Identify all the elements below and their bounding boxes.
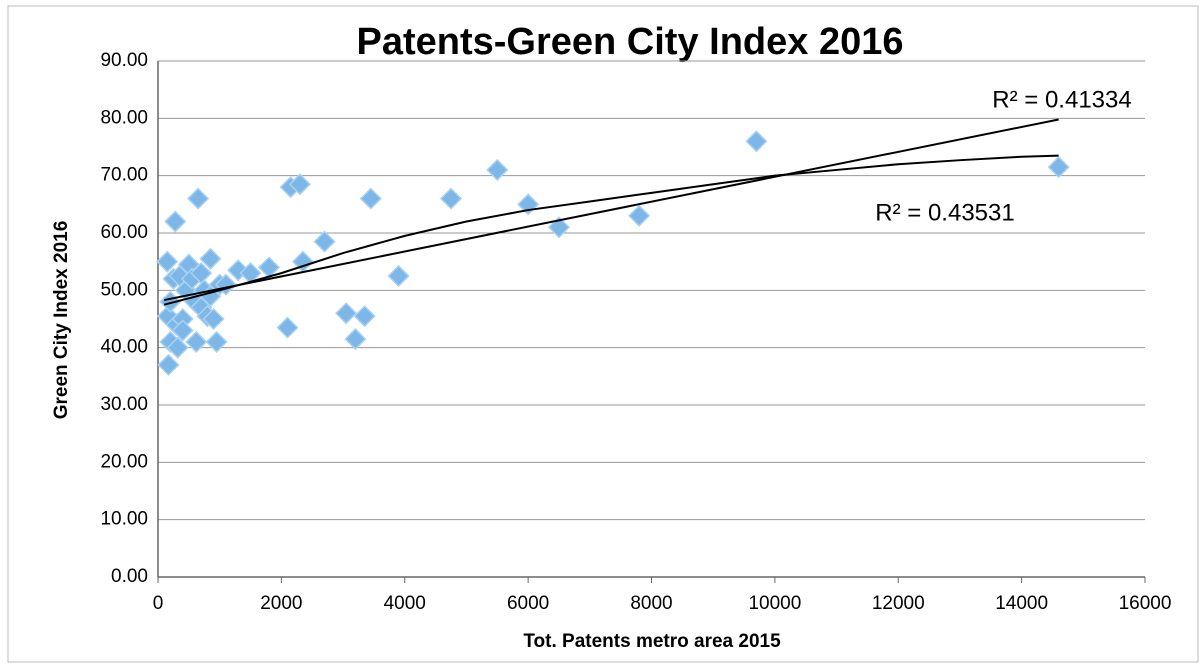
point bbox=[187, 187, 210, 210]
point bbox=[628, 204, 651, 227]
y-tick-label: 80.00 bbox=[100, 107, 148, 128]
x-tick-label: 16000 bbox=[1119, 593, 1172, 614]
trendline bbox=[163, 154, 1059, 306]
point bbox=[288, 173, 311, 196]
point bbox=[157, 353, 180, 376]
y-tick-label: 20.00 bbox=[100, 451, 148, 472]
point bbox=[166, 336, 189, 359]
point bbox=[387, 264, 410, 288]
x-tick-label: 12000 bbox=[872, 593, 925, 614]
x-tick-label: 0 bbox=[153, 593, 164, 614]
y-tick-label: 60.00 bbox=[100, 222, 148, 243]
point bbox=[313, 230, 336, 253]
x-tick-label: 8000 bbox=[630, 593, 672, 614]
point bbox=[199, 247, 222, 270]
point bbox=[486, 158, 509, 181]
point bbox=[745, 130, 768, 153]
point bbox=[202, 307, 225, 331]
y-tick-label: 10.00 bbox=[100, 509, 148, 530]
point bbox=[227, 259, 250, 282]
y-tick-label: 70.00 bbox=[100, 165, 148, 186]
y-tick-label: 0.00 bbox=[111, 566, 148, 587]
point bbox=[156, 250, 179, 273]
x-tick-label: 10000 bbox=[748, 593, 801, 614]
point bbox=[439, 187, 463, 210]
point bbox=[164, 210, 187, 233]
point bbox=[205, 330, 228, 353]
point bbox=[171, 319, 194, 342]
x-tick-label: 2000 bbox=[260, 593, 302, 614]
point bbox=[344, 328, 367, 351]
chart-frame bbox=[7, 5, 1199, 663]
point bbox=[214, 273, 237, 296]
point bbox=[353, 305, 376, 328]
trendline-label: R² = 0.41334 bbox=[992, 86, 1131, 113]
y-axis-title: Green City Index 2016 bbox=[51, 221, 72, 420]
point bbox=[335, 302, 358, 325]
point bbox=[185, 330, 208, 353]
y-tick-label: 30.00 bbox=[100, 394, 148, 415]
chart-title: Patents-Green City Index 2016 bbox=[357, 21, 904, 63]
y-tick-label: 50.00 bbox=[100, 279, 148, 300]
x-axis-title: Tot. Patents metro area 2015 bbox=[523, 631, 781, 652]
trendline bbox=[163, 118, 1059, 302]
x-tick-label: 6000 bbox=[507, 593, 549, 614]
y-tick-label: 90.00 bbox=[100, 50, 148, 71]
trendline-label: R² = 0.43531 bbox=[875, 199, 1014, 226]
x-tick-label: 4000 bbox=[384, 593, 426, 614]
y-tick-label: 40.00 bbox=[100, 337, 148, 358]
point bbox=[276, 316, 299, 339]
point bbox=[1047, 156, 1070, 179]
point bbox=[359, 187, 382, 210]
x-tick-label: 14000 bbox=[995, 593, 1048, 614]
